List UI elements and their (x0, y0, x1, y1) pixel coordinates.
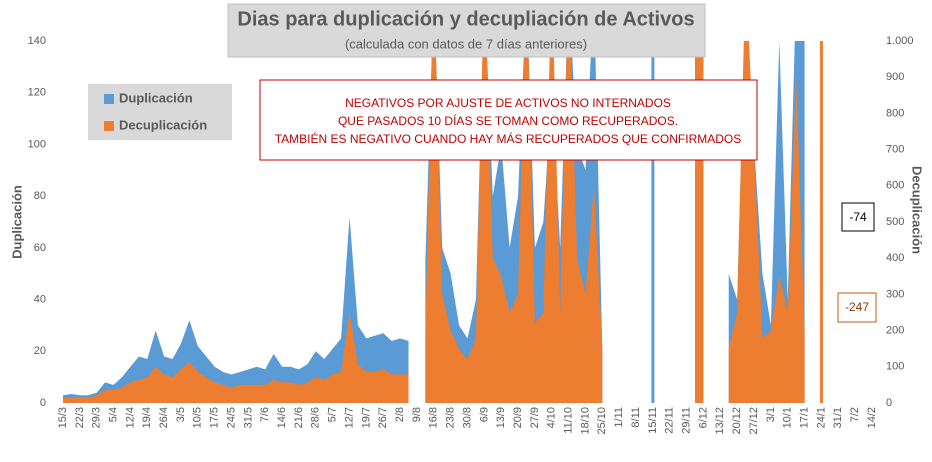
x-tick-label: 10/1 (782, 407, 794, 428)
x-tick-label: 22/11 (664, 407, 676, 434)
y2-tick-label: 700 (886, 144, 904, 156)
x-tick-label: 18/10 (579, 407, 591, 435)
x-tick-label: 9/8 (411, 407, 423, 422)
y2-axis-title: Decuplicación (910, 166, 925, 254)
x-tick-label: 14/2 (866, 407, 878, 428)
x-tick-label: 3/5 (175, 407, 187, 422)
y-tick-label: 60 (34, 242, 46, 254)
y2-tick-label: 200 (886, 325, 904, 337)
x-tick-label: 7/6 (259, 407, 271, 422)
x-tick-label: 8/11 (630, 407, 642, 428)
y2-tick-label: 300 (886, 288, 904, 300)
y2-tick-label: 0 (886, 397, 892, 409)
y2-tick-label: 800 (886, 107, 904, 119)
value-box-label: -74 (849, 210, 867, 224)
x-tick-label: 20/12 (731, 407, 743, 435)
y-axis-title: Duplicación (9, 185, 24, 259)
x-tick-label: 24/5 (225, 407, 237, 428)
x-tick-label: 20/9 (512, 407, 524, 428)
x-tick-label: 19/4 (141, 407, 153, 428)
x-tick-label: 29/11 (681, 407, 693, 434)
x-tick-label: 13/12 (714, 407, 726, 435)
y-tick-label: 120 (28, 87, 46, 99)
x-tick-label: 21/6 (293, 407, 305, 428)
y2-tick-label: 100 (886, 361, 904, 373)
x-tick-label: 2/8 (394, 407, 406, 422)
x-tick-label: 28/6 (310, 407, 322, 428)
x-tick-label: 26/4 (158, 407, 170, 428)
y-tick-label: 140 (28, 35, 46, 47)
x-tick-label: 10/5 (192, 407, 204, 428)
y-tick-label: 100 (28, 138, 46, 150)
x-tick-label: 14/6 (276, 407, 288, 428)
x-tick-label: 15/3 (57, 407, 69, 428)
x-tick-label: 27/9 (529, 407, 541, 428)
x-tick-label: 27/12 (748, 407, 760, 435)
x-tick-label: 6/12 (697, 407, 709, 428)
y2-tick-label: 400 (886, 252, 904, 264)
x-tick-label: 29/3 (91, 407, 103, 428)
x-tick-label: 31/1 (832, 407, 844, 428)
x-tick-label: 26/7 (377, 407, 389, 428)
legend-swatch (104, 94, 114, 104)
x-tick-label: 12/4 (124, 407, 136, 428)
x-tick-label: 23/8 (445, 407, 457, 428)
chart-title: Dias para duplicación y decupliación de … (237, 8, 694, 30)
y2-tick-label: 600 (886, 180, 904, 192)
x-tick-label: 5/7 (327, 407, 339, 422)
annotation: TAMBIÉN ES NEGATIVO CUANDO HAY MÁS RECUP… (275, 131, 742, 146)
annotation-box (259, 79, 758, 161)
annotation: QUE PASADOS 10 DÍAS SE TOMAN COMO RECUPE… (338, 113, 678, 128)
legend: Duplicación Decuplicación (88, 84, 232, 140)
y2-tick-label: 500 (886, 216, 904, 228)
annotation: NEGATIVOS POR AJUSTE DE ACTIVOS NO INTER… (345, 96, 671, 110)
y-tick-label: 40 (34, 293, 46, 305)
x-tick-label: 5/4 (107, 407, 119, 422)
x-tick-label: 24/1 (815, 407, 827, 428)
y-tick-label: 80 (34, 190, 46, 202)
x-tick-label: 4/10 (546, 407, 558, 428)
x-tick-label: 15/11 (647, 407, 659, 434)
x-tick-label: 25/10 (596, 407, 608, 435)
x-tick-label: 7/2 (849, 407, 861, 422)
y2-tick-label: 900 (886, 71, 904, 83)
x-tick-label: 17/5 (209, 407, 221, 428)
x-tick-label: 6/9 (478, 407, 490, 422)
plot-area (63, 41, 823, 403)
legend-label: Decuplicación (119, 117, 207, 132)
title-box (227, 3, 706, 58)
x-tick-label: 22/3 (74, 407, 86, 428)
x-tick-label: 1/11 (613, 407, 625, 428)
x-tick-label: 17/1 (798, 407, 810, 428)
value-box (837, 292, 877, 323)
x-tick-label: 3/1 (765, 407, 777, 422)
y-tick-label: 0 (40, 397, 46, 409)
legend-label: Duplicación (119, 90, 193, 105)
x-tick-label: 16/8 (428, 407, 440, 428)
x-tick-label: 19/7 (360, 407, 372, 428)
x-tick-label: 13/9 (495, 407, 507, 428)
value-box (841, 202, 875, 232)
area-series (63, 41, 823, 403)
x-tick-label: 11/10 (563, 407, 575, 434)
y2-tick-label: 1.000 (886, 35, 914, 47)
x-tick-label: 30/8 (461, 407, 473, 428)
y-tick-label: 20 (34, 345, 46, 357)
x-tick-label: 12/7 (343, 407, 355, 428)
value-box-label: -247 (845, 300, 869, 314)
x-tick-label: 31/5 (242, 407, 254, 428)
legend-swatch (104, 121, 114, 131)
chart-subtitle: (calculada con datos de 7 días anteriore… (345, 36, 587, 51)
